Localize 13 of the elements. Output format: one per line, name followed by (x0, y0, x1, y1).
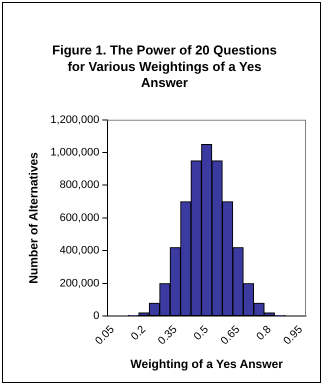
x-tick-label: 0.2 (128, 324, 148, 343)
x-tick-label: 0.8 (254, 324, 274, 343)
x-axis-title: Weighting of a Yes Answer (130, 357, 284, 372)
y-tick-label: 600,000 (60, 212, 100, 224)
y-tick-label: 1,200,000 (50, 114, 100, 126)
y-tick-label: 1,000,000 (50, 146, 100, 159)
y-tick-label: 0 (93, 310, 100, 322)
y-tick-label: 400,000 (60, 244, 100, 257)
y-tick-label: 800,000 (60, 179, 100, 192)
y-axis-title: Number of Alternatives (26, 152, 41, 284)
y-tick-label: 200,000 (60, 277, 100, 290)
chart-title: Figure 1. The Power of 20 Questions for Various Weightings of a Yes Answer (52, 42, 277, 90)
x-tick-label: 0.5 (192, 324, 211, 343)
